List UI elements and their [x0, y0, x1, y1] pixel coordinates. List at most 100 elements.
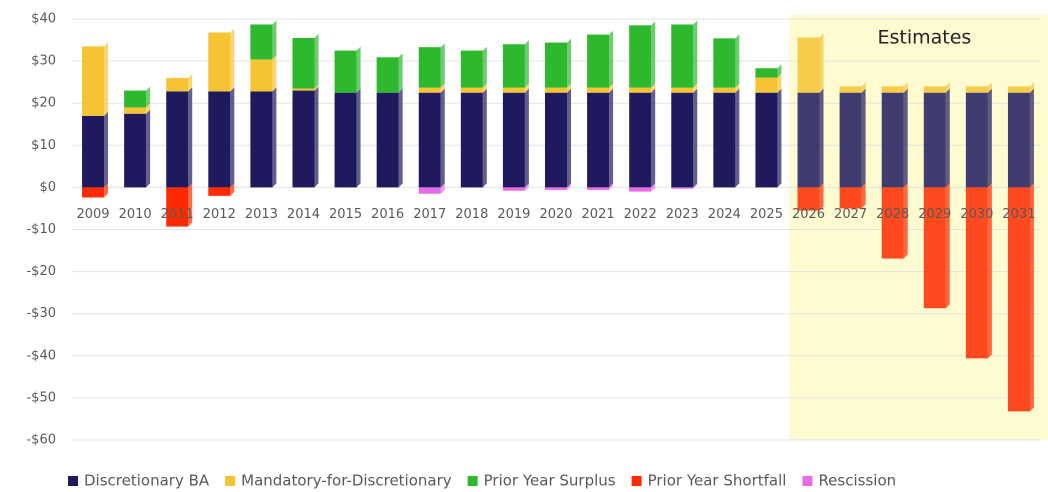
bar-side: [188, 73, 193, 92]
bar-segment: [460, 50, 483, 88]
bar-side: [272, 20, 277, 60]
x-tick-label: 2028: [876, 207, 909, 222]
bar-segment: [292, 37, 315, 89]
bar-segment: [166, 77, 189, 92]
x-tick-label: 2031: [1002, 207, 1035, 222]
bar-segment: [418, 47, 441, 88]
x-tick-label: 2012: [203, 207, 236, 222]
bar-segment: [208, 91, 231, 188]
bar-segment: [545, 187, 567, 190]
bar-segment: [545, 92, 567, 188]
bar-side: [146, 109, 151, 188]
bar-side: [146, 86, 151, 108]
y-tick-label: $20: [31, 96, 56, 111]
bar-side: [819, 88, 824, 188]
bar-side: [567, 83, 571, 93]
bar-segment: [1007, 187, 1030, 412]
bar-segment: [82, 187, 105, 198]
bar-segment: [713, 87, 736, 93]
bar-segment: [460, 87, 483, 93]
bar-side: [567, 183, 571, 190]
bar-segment: [839, 92, 862, 188]
bar-side: [819, 33, 824, 93]
bar-side: [651, 83, 656, 93]
bar-side: [356, 46, 361, 93]
bar-segment: [334, 92, 357, 188]
bar-segment: [587, 87, 610, 93]
bar-side: [482, 46, 487, 88]
bar-side: [188, 87, 193, 188]
bar-segment: [418, 92, 441, 188]
bar-segment: [671, 187, 694, 189]
bar-side: [735, 34, 740, 88]
bar-segment: [713, 38, 736, 88]
x-tick-label: 2011: [161, 207, 194, 222]
y-tick-label: $0: [39, 180, 56, 195]
x-tick-label: 2022: [624, 207, 657, 222]
bar-segment: [839, 86, 862, 93]
bar-segment: [124, 113, 147, 188]
bar-segment: [629, 25, 652, 88]
x-tick-label: 2020: [539, 207, 572, 222]
y-tick-label: -$20: [26, 264, 56, 279]
bar-side: [314, 84, 319, 91]
bar-segment: [250, 59, 273, 92]
bar-side: [398, 53, 403, 93]
bar-side: [819, 183, 824, 211]
bar-side: [567, 88, 571, 188]
bar-side: [609, 183, 614, 190]
x-tick-label: 2025: [750, 207, 783, 222]
bar-side: [609, 88, 614, 188]
legend-label: Prior Year Shortfall: [648, 472, 787, 490]
bar-side: [777, 64, 782, 78]
bar-segment: [629, 87, 652, 93]
bar-segment: [965, 187, 988, 359]
y-tick-label: -$10: [26, 222, 56, 237]
bar-side: [735, 88, 740, 188]
bar-segment: [713, 92, 736, 188]
bar-segment: [923, 86, 946, 93]
x-tick-label: 2030: [960, 207, 993, 222]
bar-segment: [124, 107, 147, 114]
bar-segment: [755, 77, 778, 93]
bar-side: [609, 83, 614, 93]
legend-swatch: [802, 476, 813, 486]
bar-side: [524, 88, 529, 188]
legend-swatch: [225, 476, 236, 486]
bar-side: [651, 21, 656, 88]
bar-side: [693, 183, 698, 189]
bar-side: [777, 73, 782, 93]
bar-side: [945, 82, 950, 93]
x-tick-label: 2016: [371, 207, 404, 222]
bar-side: [230, 183, 235, 196]
x-tick-label: 2013: [245, 207, 278, 222]
bar-side: [1029, 82, 1034, 93]
bar-side: [693, 20, 698, 88]
bar-segment: [250, 91, 273, 188]
x-tick-label: 2029: [918, 207, 951, 222]
bar-segment: [124, 90, 147, 108]
x-tick-label: 2010: [119, 207, 152, 222]
bar-segment: [545, 87, 567, 93]
bar-side: [230, 28, 235, 92]
bar-segment: [418, 87, 441, 93]
bar-segment: [208, 32, 231, 92]
bar-segment: [502, 44, 525, 88]
bar-side: [440, 88, 445, 188]
bar-segment: [587, 92, 610, 188]
bar-side: [987, 88, 992, 188]
bar-segment: [250, 24, 273, 60]
bar-side: [693, 83, 698, 93]
y-tick-label: $40: [31, 12, 56, 27]
bar-side: [482, 88, 487, 188]
legend-swatch: [68, 476, 78, 486]
y-tick-label: -$60: [26, 433, 56, 448]
bar-side: [104, 42, 109, 116]
legend-swatch: [467, 476, 478, 486]
bar-side: [440, 183, 445, 194]
bar-segment: [587, 187, 610, 190]
bar-side: [861, 183, 866, 209]
bar-segment: [208, 187, 231, 196]
x-tick-label: 2024: [708, 207, 741, 222]
